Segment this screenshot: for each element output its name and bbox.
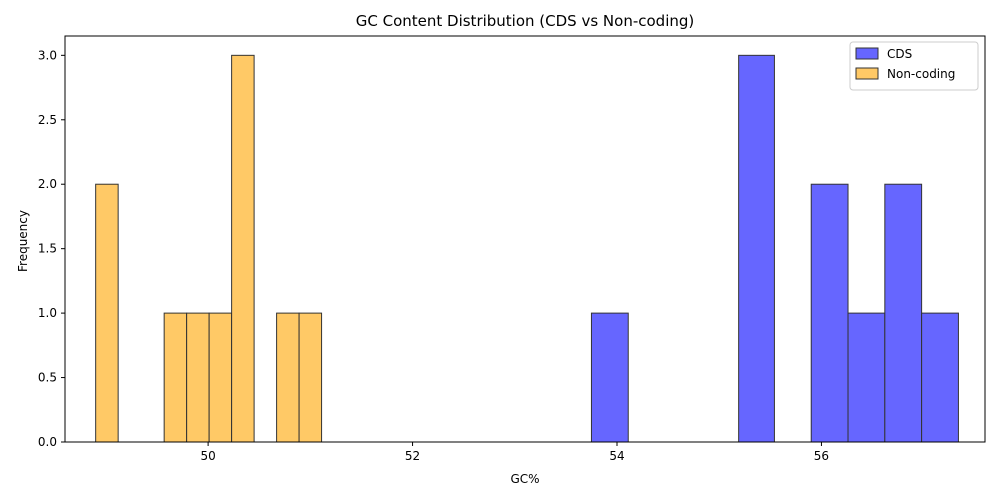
bar-non-coding-6	[298, 312, 323, 443]
bar-cds-3	[847, 312, 886, 443]
y-tick-label: 0.5	[38, 371, 57, 385]
legend-swatch-cds	[855, 47, 879, 60]
x-axis-ticks: 50 52 54 56	[200, 442, 829, 463]
y-tick-label: 1.5	[38, 242, 57, 256]
chart-title: GC Content Distribution (CDS vs Non-codi…	[356, 12, 695, 30]
y-tick-label: 2.5	[38, 113, 57, 127]
bar-non-coding-3	[208, 312, 233, 443]
legend: CDS Non-coding	[849, 41, 979, 91]
x-tick-label: 50	[200, 449, 215, 463]
bar-non-coding-2	[186, 312, 210, 443]
x-tick-label: 54	[609, 449, 624, 463]
bar-cds-1	[738, 54, 775, 443]
bar-cds-5	[921, 312, 959, 443]
legend-label: CDS	[887, 47, 912, 61]
x-tick-label: 52	[405, 449, 420, 463]
bar-non-coding-4	[231, 54, 255, 443]
y-axis-ticks: 0.0 0.5 1.0 1.5 2.0 2.5 3.0	[38, 48, 65, 449]
bars-group	[95, 54, 959, 443]
y-tick-label: 1.0	[38, 306, 57, 320]
y-tick-label: 3.0	[38, 48, 57, 62]
bar-cds-0	[590, 312, 629, 443]
bar-cds-2	[810, 183, 849, 443]
legend-box	[849, 41, 979, 91]
bar-non-coding-1	[163, 312, 188, 443]
bar-non-coding-0	[95, 183, 119, 443]
x-tick-label: 56	[814, 449, 829, 463]
bar-cds-4	[884, 183, 923, 443]
y-axis-label: Frequency	[16, 210, 30, 272]
legend-swatch-non-coding	[855, 67, 879, 80]
plot-area-frame	[64, 35, 986, 443]
bar-non-coding-5	[276, 312, 300, 443]
y-tick-label: 2.0	[38, 177, 57, 191]
y-tick-label: 0.0	[38, 435, 57, 449]
legend-label: Non-coding	[887, 67, 955, 81]
x-axis-label: GC%	[510, 472, 539, 486]
